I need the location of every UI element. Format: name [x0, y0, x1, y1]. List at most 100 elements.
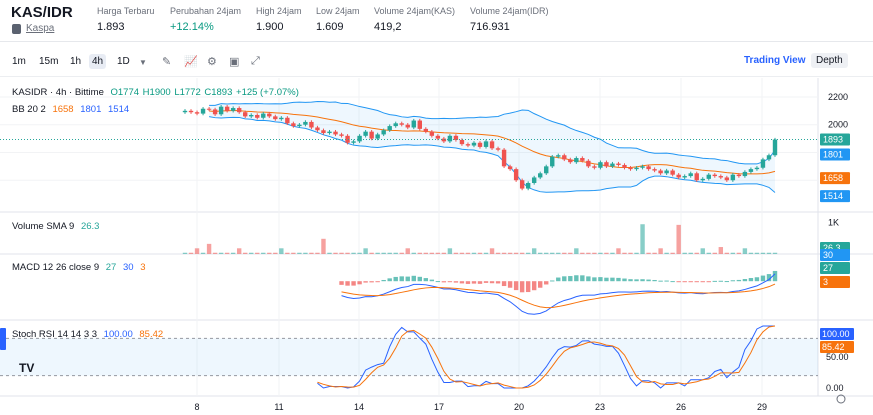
candle-body	[285, 117, 290, 124]
volume-bar	[212, 252, 218, 254]
timeframe-1m[interactable]: 1m	[12, 56, 26, 67]
volume-bar	[405, 248, 410, 254]
volume-bar	[249, 252, 254, 254]
bb-upper-badge: 1801	[823, 150, 843, 160]
pair-title: KAS/IDR	[11, 4, 73, 21]
volume-bar	[652, 252, 657, 254]
candle-body	[688, 173, 693, 177]
volume-bar	[610, 252, 615, 254]
macd-histogram-bar	[634, 279, 639, 282]
volume-bar	[236, 248, 242, 254]
candle-body	[628, 167, 633, 170]
macd-histogram-bar	[411, 275, 416, 282]
last-price-badge-bg	[820, 133, 850, 146]
candle-body	[634, 167, 639, 170]
bb-basis-badge: 1658	[823, 173, 843, 183]
stat-label: High 24jam	[256, 6, 302, 16]
macd-histogram-bar	[652, 279, 657, 282]
save-icon[interactable]: ▣	[229, 56, 240, 68]
volume-bar	[411, 252, 416, 254]
candle-body	[465, 144, 471, 146]
volume-bar	[622, 252, 627, 254]
macd-histogram-bar	[640, 279, 645, 282]
volume-bar	[182, 252, 188, 254]
x-axis-label: 20	[514, 402, 524, 412]
macd-histogram-bar	[501, 281, 507, 287]
volume-bar	[291, 252, 296, 254]
candle-body	[730, 174, 736, 181]
volume-bar	[321, 238, 326, 254]
x-axis-label: 17	[434, 402, 444, 412]
volume-bar	[273, 252, 278, 254]
candle-body	[507, 166, 513, 170]
candle-body	[772, 139, 778, 156]
macd-histogram-bar	[568, 276, 573, 282]
candle-body	[297, 124, 302, 127]
volume-bar	[682, 252, 687, 254]
indicator-chart-icon[interactable]: 📈	[184, 56, 198, 68]
candle-body	[670, 170, 675, 175]
candle-body	[212, 109, 218, 115]
volume-bar	[417, 252, 422, 254]
candle-body	[652, 169, 657, 171]
macd-histogram-bar	[616, 277, 621, 282]
stoch-d-line	[317, 325, 776, 389]
volume-bar	[580, 252, 585, 254]
settings-gear-icon[interactable]: ⚙	[207, 56, 217, 68]
volume-bar	[375, 252, 380, 254]
bb-basis-badge-bg	[820, 172, 850, 185]
volume-bar	[670, 252, 675, 254]
volume-bar	[718, 247, 724, 254]
stoch-k-line	[317, 325, 775, 389]
timeframe-1h[interactable]: 1h	[70, 56, 82, 67]
trading-view-button[interactable]: Trading View	[744, 55, 806, 66]
candle-body	[574, 158, 579, 163]
macd-histogram-bar	[471, 281, 477, 284]
stat-low-24h: Low 24jam 1.609	[316, 6, 360, 33]
fullscreen-icon[interactable]: ⤢	[251, 55, 260, 67]
volume-bar	[285, 252, 290, 254]
macd-value-b: 30	[122, 262, 134, 273]
candle-body	[218, 106, 224, 115]
price-chart[interactable]: 8111417202326292200200018001600189318011…	[0, 78, 873, 415]
depth-button[interactable]: Depth	[811, 53, 848, 68]
volume-bar	[447, 248, 453, 254]
macd-histogram-bar	[417, 276, 422, 282]
timeframe-15m[interactable]: 15m	[39, 56, 59, 67]
macd-value-c: 3	[140, 262, 146, 273]
macd-histogram-bar	[586, 276, 591, 282]
candle-body	[447, 135, 453, 142]
macd-histogram-bar	[622, 278, 627, 282]
candle-body	[255, 114, 260, 118]
candle-body	[682, 176, 687, 178]
bb-lower-line	[208, 116, 776, 193]
timeframe-dropdown-icon[interactable]: ▼	[139, 58, 147, 67]
coin-link[interactable]: Kaspa	[26, 23, 55, 34]
coin-icon	[12, 24, 21, 34]
candle-body	[622, 164, 627, 168]
volume-bar	[640, 224, 645, 254]
candle-body	[405, 124, 410, 128]
stat-label: Perubahan 24jam	[170, 6, 242, 16]
volume-bar	[658, 248, 663, 254]
volume-bar	[399, 252, 404, 254]
volume-badge: 26.3	[823, 243, 841, 253]
stat-value: 419,2	[374, 21, 402, 33]
timeframe-4h[interactable]: 4h	[89, 54, 107, 69]
ohlc-legend: KASIDR · 4h · Bittime O1774 H1900 L1772 …	[12, 87, 303, 98]
candle-body	[664, 170, 669, 174]
volume-bar	[616, 248, 621, 254]
draw-pencil-icon[interactable]: ✎	[162, 56, 172, 68]
macd-histogram-bar	[435, 281, 441, 283]
macd-label: MACD 12 26 close 9	[12, 262, 100, 273]
toolbar-divider	[0, 76, 873, 77]
volume-bar	[477, 252, 483, 254]
candle-body	[267, 113, 272, 117]
candle-body	[206, 108, 212, 110]
stat-volume-kas: Volume 24jam(KAS) 419,2	[374, 6, 455, 33]
chart-canvas[interactable]: 8111417202326292200200018001600189318011…	[0, 78, 873, 415]
volume-bar	[525, 252, 531, 254]
volume-bar	[538, 252, 543, 254]
timeframe-1d[interactable]: 1D	[117, 56, 130, 67]
candle-body	[327, 131, 332, 134]
